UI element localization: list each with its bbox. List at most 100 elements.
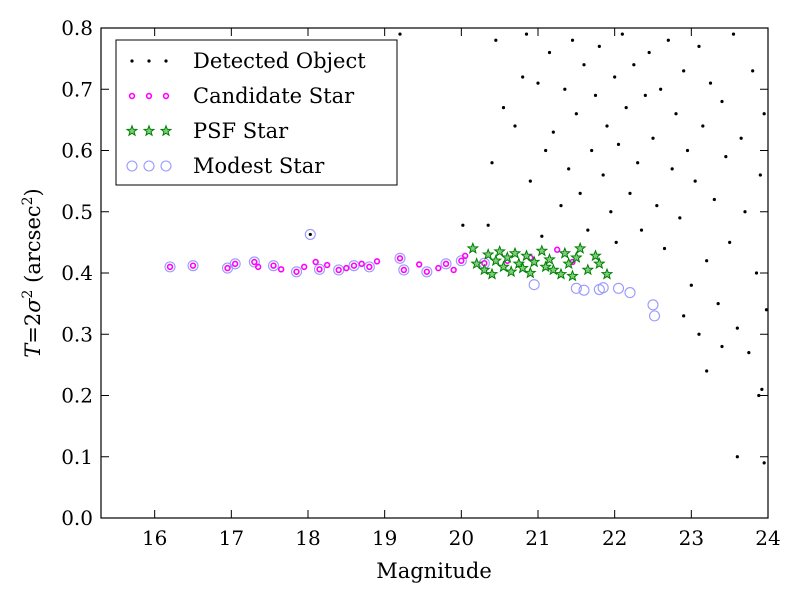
data-point [450, 266, 457, 274]
data-point [764, 308, 768, 312]
data-point [373, 258, 381, 265]
series-detected-object [308, 32, 768, 465]
data-point [735, 455, 739, 459]
data-point [586, 228, 590, 232]
legend-marker [142, 124, 156, 137]
data-point [421, 266, 433, 278]
data-point [751, 69, 755, 73]
data-point [659, 87, 663, 91]
legend-marker [159, 124, 173, 137]
data-point [478, 263, 491, 276]
data-point [277, 266, 285, 273]
data-point [366, 263, 373, 271]
data-point [363, 261, 375, 273]
data-point [616, 142, 621, 146]
y-axis-label-sup2: 2 [20, 196, 36, 205]
data-point [423, 268, 431, 275]
data-point [358, 260, 365, 268]
legend-entry: PSF Star [125, 119, 289, 143]
data-point [632, 63, 636, 67]
data-point [593, 257, 606, 270]
data-point [221, 262, 234, 274]
data-point [573, 241, 587, 254]
data-point [398, 264, 410, 276]
data-point [547, 50, 552, 55]
x-tick-label: 16 [142, 526, 167, 550]
data-point [605, 124, 609, 128]
legend: Detected Object Candidate Star PSF Star Mod… [115, 39, 398, 186]
data-point [628, 191, 632, 195]
legend-label: Modest Star [193, 154, 325, 178]
data-point [601, 173, 605, 177]
data-point [535, 244, 549, 257]
data-point [400, 266, 408, 274]
legend-marker [145, 92, 153, 100]
data-point [647, 50, 651, 55]
data-point [558, 246, 572, 259]
data-point [758, 173, 762, 177]
y-axis-label-unit: (arcsec [21, 205, 45, 289]
data-point [497, 260, 510, 273]
data-point [720, 99, 724, 104]
data-point [516, 261, 529, 274]
data-point [705, 369, 709, 373]
data-point [513, 124, 517, 128]
y-tick-label: 0.2 [61, 384, 93, 408]
data-point [570, 282, 582, 294]
data-point [693, 179, 697, 183]
points-layer [164, 32, 768, 465]
data-point [643, 93, 647, 97]
data-point [597, 282, 609, 294]
data-point [316, 266, 323, 273]
data-point [442, 260, 450, 268]
data-point [624, 106, 628, 110]
data-point [543, 252, 556, 265]
data-point [578, 284, 590, 296]
x-tick-label: 20 [449, 526, 474, 550]
data-point [697, 44, 701, 48]
data-point [524, 32, 529, 36]
data-point [578, 191, 582, 195]
x-axis-label: Magnitude [376, 559, 492, 583]
series-modest-star [164, 228, 661, 322]
data-point [501, 106, 506, 110]
legend-label: PSF Star [193, 119, 289, 143]
data-point [229, 258, 241, 270]
y-tick-label: 0.6 [61, 139, 93, 163]
legend-marker [143, 160, 155, 172]
data-point [762, 112, 766, 116]
data-point [524, 266, 537, 279]
data-point [290, 266, 303, 278]
data-point [716, 302, 720, 306]
data-point [166, 263, 174, 271]
data-point [705, 259, 709, 263]
data-point [728, 240, 732, 244]
data-point [308, 232, 312, 237]
data-point [335, 266, 342, 274]
data-point [724, 155, 728, 159]
x-tick-label: 21 [525, 526, 550, 550]
data-point [708, 81, 713, 85]
data-point [251, 258, 258, 266]
data-point [508, 246, 522, 259]
legend-label: Candidate Star [193, 84, 355, 108]
data-point [600, 267, 614, 280]
data-point [567, 167, 571, 171]
data-point [655, 204, 659, 208]
data-point [504, 265, 518, 278]
data-point [466, 241, 480, 254]
data-point [521, 75, 525, 79]
y-tick-label: 0.5 [61, 200, 93, 224]
data-point [470, 257, 483, 270]
data-point [762, 461, 766, 465]
data-point [581, 263, 595, 276]
data-point [689, 283, 693, 287]
data-point [648, 310, 661, 322]
data-point [662, 246, 667, 251]
data-point [485, 267, 499, 280]
data-point [490, 161, 494, 165]
data-point [544, 148, 548, 153]
data-point [553, 246, 561, 253]
legend-marker [160, 160, 172, 172]
